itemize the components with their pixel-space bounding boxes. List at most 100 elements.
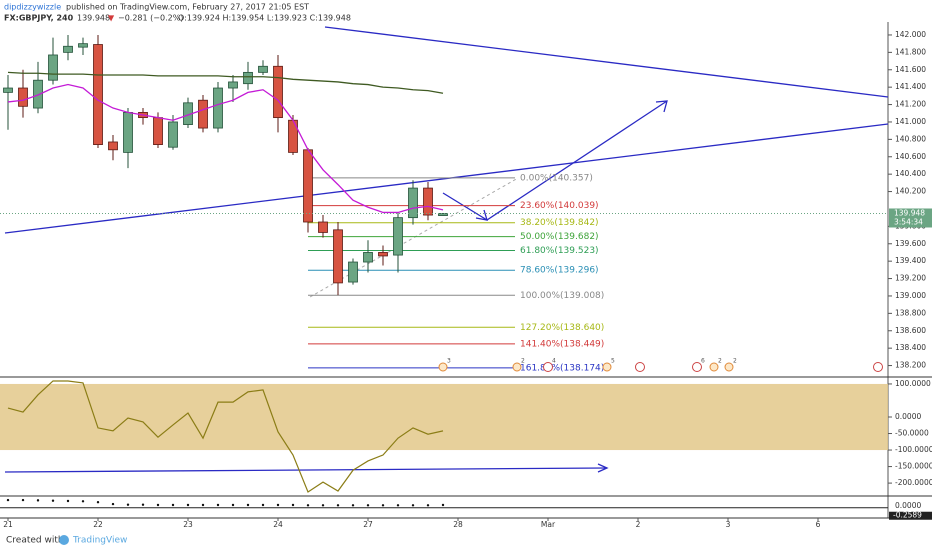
event-count: 2 [733,358,737,365]
x-tick-label: 3 [726,520,731,529]
event-dot [602,362,612,372]
fib-label: 161.80%(138.174) [520,363,604,373]
fib-label: 61.80%(139.523) [520,246,599,256]
x-tick-label: 24 [273,520,283,529]
arrow-head [655,100,668,113]
fib-label: 38.20%(139.842) [520,218,599,228]
x-tick-label: 23 [183,520,193,529]
event-dot [709,362,719,372]
candle-body [228,81,238,89]
published: published on TradingView.com, February 2… [66,3,309,12]
ind3-dot [441,503,445,507]
last: 139.948 [77,14,110,23]
fib-label: 23.60%(140.039) [520,201,599,211]
trend-line [324,26,889,98]
ind3-dot [21,498,25,502]
event-flag [692,362,702,372]
candle-body [213,87,223,129]
event-flag [543,362,553,372]
x-tick-label: 21 [3,520,13,529]
y-tick-label: 138.800 [895,308,926,317]
osc-tick-label: -100.0000 [895,445,932,454]
ohlc: O:139.924 H:139.954 L:139.923 C:139.948 [178,14,351,23]
ind3-dot [126,503,130,506]
ind3-dot [351,504,355,507]
ind3-dot [261,503,265,507]
ind3-dot [396,504,400,507]
osc-arrow [4,467,608,473]
y-tick-label: 141.800 [895,47,926,56]
y-tick-label: 138.200 [895,361,926,370]
candle-body [348,261,358,283]
event-flag [873,362,883,372]
fib-baseline [309,177,519,298]
candle-body [258,65,268,73]
author[interactable]: dipdizzywizzle [4,3,61,12]
ind3-dot [6,498,10,502]
ind3-dot [276,503,280,507]
event-dot [724,362,734,372]
candle-body [423,187,433,216]
brand-icon [59,535,69,545]
ind3-dot [156,503,160,507]
ind3-dot [81,500,85,503]
osc-tick-label: 100.0000 [895,379,931,388]
y-tick-label: 138.400 [895,343,926,352]
x-tick-label: 6 [816,520,821,529]
trend-line [4,123,889,234]
fib-label: 0.00%(140.357) [520,173,593,183]
footer-brand[interactable]: TradingView [72,536,127,546]
y-tick-label: 140.800 [895,134,926,143]
y-tick-label: 139.400 [895,256,926,265]
y-tick-label: 140.600 [895,152,926,161]
ind3-last-label: -0.2589 [893,511,922,520]
event-dot [438,362,448,372]
ind3-dot [411,504,415,507]
event-count: 2 [521,358,525,365]
ind3-dot [426,504,430,507]
candle-body [243,71,253,85]
countdown: 3:54:34 [894,217,923,226]
event-count: 5 [611,358,615,365]
y-tick-label: 140.400 [895,169,926,178]
x-tick-label: 27 [363,520,373,529]
candle-body [93,44,103,145]
event-dot [512,362,522,372]
footer-created: Created with [6,536,64,546]
ind3-dot [96,501,100,504]
ind3-dot [321,504,325,507]
ind3-tick-label: 0.0000 [895,501,921,510]
y-tick-label: 141.200 [895,100,926,109]
candle-body [3,87,13,93]
osc-tick-label: -50.0000 [895,429,929,438]
ind3-dot [216,503,220,507]
candle-body [123,111,133,153]
candle-body [63,45,73,53]
x-tick-label: 2 [636,520,641,529]
fib-label: 100.00%(139.008) [520,291,604,301]
arrow-head [475,209,488,221]
moving-average [7,71,444,94]
arrow-head [597,463,609,473]
ind3-dot [246,503,250,507]
candle-body [48,54,58,81]
moving-average [7,83,444,214]
change: −0.281 (−0.2%) [118,14,183,23]
last-price-box [889,208,932,228]
y-tick-label: 141.000 [895,117,926,126]
candle-body [18,87,28,107]
candle-body [393,217,403,256]
ind3-dot [306,504,310,507]
candle-body [168,121,178,148]
ind3-dot [366,504,370,507]
y-tick-label: 141.400 [895,82,926,91]
ind3-dot [291,503,295,507]
ind3-dot [201,503,205,507]
y-tick-label: 138.600 [895,326,926,335]
candle-body [78,43,88,48]
ind3-dot [231,503,235,507]
candle-body [408,187,418,219]
event-count: 2 [718,358,722,365]
